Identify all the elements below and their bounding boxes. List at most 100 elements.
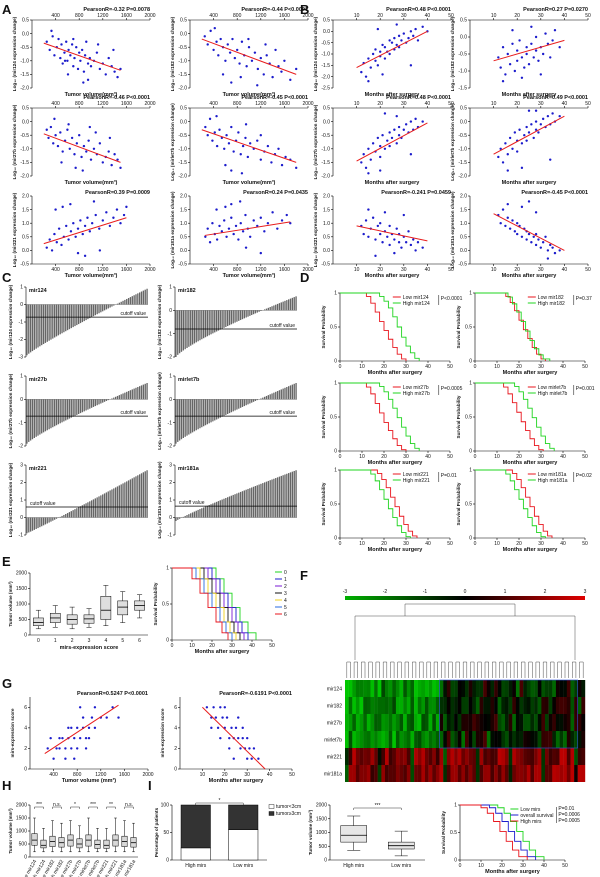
bar	[53, 517, 56, 520]
data-point	[204, 235, 207, 238]
data-point	[80, 48, 84, 52]
heatmap-cell	[515, 697, 520, 714]
bar	[100, 304, 102, 313]
data-point	[506, 202, 509, 206]
y-tick-label: -0.5	[20, 45, 29, 51]
y-tick-label: -1.0	[20, 147, 29, 153]
heatmap-cell	[352, 765, 357, 782]
heatmap-cell	[454, 680, 458, 697]
heatmap-cell	[530, 714, 535, 731]
data-point	[508, 62, 512, 66]
bar	[182, 310, 184, 351]
x-tick-label: 1600	[119, 772, 130, 778]
bar	[199, 509, 201, 518]
bar	[42, 304, 45, 345]
heatmap-cell	[428, 748, 433, 765]
bar	[262, 397, 264, 400]
data-point	[518, 128, 521, 131]
heatmap-row-label: mirlet7b	[324, 738, 342, 744]
data-point	[225, 134, 228, 137]
x-axis-label: Months after surgery	[368, 460, 424, 466]
heatmap-cell	[425, 697, 429, 714]
heatmap-cell	[348, 697, 353, 714]
bar	[221, 399, 223, 417]
heatmap-cell	[497, 748, 502, 765]
data-point	[76, 251, 80, 255]
bar	[116, 395, 119, 400]
data-point	[74, 235, 77, 238]
bar	[72, 510, 74, 518]
heatmap-cell	[497, 731, 502, 748]
data-point	[244, 213, 247, 217]
data-point	[289, 78, 292, 82]
bar	[41, 304, 43, 346]
bar	[228, 310, 231, 326]
y-tick-label: 0.5	[22, 235, 29, 241]
heatmap-cell	[508, 731, 513, 748]
y-tick-label: -0.5	[20, 133, 29, 139]
x-axis-label: Months after surgery	[365, 273, 421, 279]
data-point	[219, 37, 222, 41]
data-point	[86, 78, 90, 82]
data-point	[247, 46, 251, 49]
data-point	[271, 75, 274, 79]
heatmap-cell	[512, 748, 517, 765]
data-point	[206, 227, 209, 230]
data-point	[539, 246, 542, 249]
data-point	[280, 163, 284, 167]
x-tick-label: 0	[339, 364, 342, 370]
heatmap-cell	[497, 680, 502, 697]
bar	[197, 509, 199, 518]
y-tick-label: 1.5	[180, 207, 187, 213]
data-point	[239, 222, 242, 225]
data-point	[67, 48, 70, 52]
bar	[48, 304, 50, 341]
data-point	[67, 238, 70, 241]
data-point	[516, 49, 519, 52]
scatter-chart-A3: 400 800 1200 1600 2000-2.0-1.5-1.0-0.50.00.5…	[12, 95, 156, 186]
data-point	[213, 131, 216, 134]
data-point	[95, 51, 99, 54]
bar	[249, 399, 251, 404]
x-tick-label: 0	[339, 454, 342, 460]
data-point	[376, 136, 380, 140]
x-tick-label: 1	[54, 638, 57, 644]
y-tick-label: 2	[174, 746, 177, 752]
y-tick-label: 0.5	[460, 18, 467, 24]
data-point	[395, 227, 398, 230]
bar	[102, 304, 104, 312]
data-point	[67, 726, 70, 730]
data-point	[238, 200, 242, 203]
bar	[44, 517, 47, 525]
x-tick-label: 50	[448, 101, 454, 107]
bar	[135, 476, 137, 518]
x-tick-label: 40	[425, 364, 431, 370]
heatmap-cell	[574, 765, 578, 782]
bar	[107, 491, 109, 518]
data-point	[116, 75, 119, 79]
data-point	[53, 117, 56, 121]
data-point	[76, 67, 80, 71]
significance-label: n.s.	[53, 802, 61, 808]
data-point	[376, 64, 380, 67]
heatmap-row-label: mir181a	[324, 772, 342, 778]
data-point	[76, 747, 79, 750]
scatter-chart-A2: 400 800 1200 1600 2000-2.0-1.5-1.0-0.50.00.5…	[170, 7, 314, 98]
bar	[31, 399, 34, 440]
bar	[202, 310, 205, 339]
bar	[278, 390, 281, 400]
data-point	[266, 144, 270, 148]
data-point	[112, 48, 115, 52]
data-point	[532, 136, 535, 140]
heatmap-cell	[490, 680, 495, 697]
data-point	[45, 246, 48, 249]
data-point	[381, 73, 384, 76]
heatmap-cell	[523, 714, 528, 731]
data-point	[94, 213, 97, 217]
heatmap-cell	[570, 697, 575, 714]
x-tick-label: 1600	[121, 101, 132, 107]
data-point	[259, 158, 262, 161]
y-axis-label: Log₁₀ (mir221 expression change)	[313, 192, 318, 267]
bar	[85, 503, 87, 518]
